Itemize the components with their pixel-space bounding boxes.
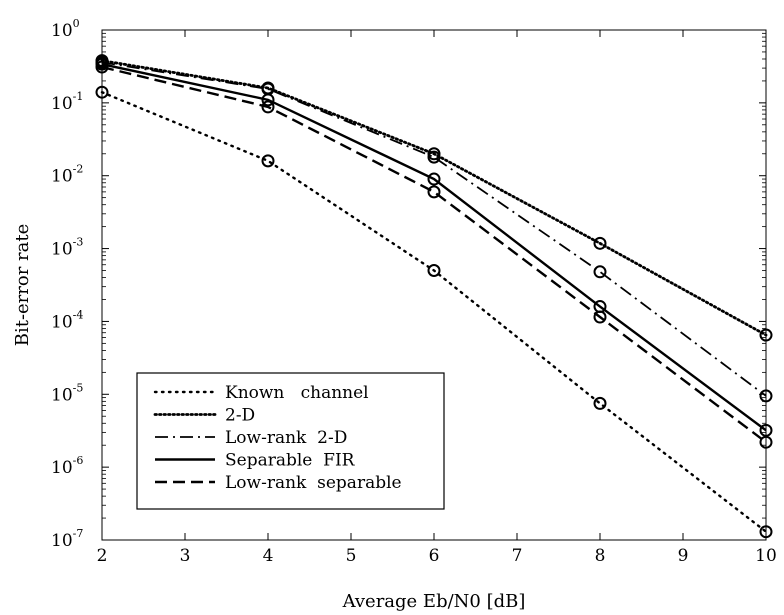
y-tick-label: 10-2 (51, 163, 83, 187)
series-line-1 (100, 59, 768, 337)
data-point-marker (759, 389, 773, 403)
legend-label-1: 2-D (225, 406, 255, 426)
x-axis-label: Average Eb/N0 [dB] (342, 591, 526, 612)
series-line-2 (101, 61, 767, 397)
legend-label-2: Low-rank 2-D (225, 428, 347, 448)
legend-label-3: Separable FIR (225, 451, 356, 471)
data-point-marker (759, 525, 773, 539)
data-point-marker (427, 185, 441, 199)
data-point-marker (759, 328, 773, 342)
series-line-4 (101, 65, 767, 444)
data-point-marker (95, 60, 109, 74)
x-tick-label: 2 (97, 546, 108, 566)
x-tick-label: 5 (346, 546, 357, 566)
x-tick-label: 7 (512, 546, 523, 566)
y-tick-label: 10-4 (51, 308, 83, 332)
data-point-marker (593, 310, 607, 324)
data-point-marker (261, 100, 275, 114)
data-point-marker (95, 85, 109, 99)
series-line-0 (100, 91, 768, 533)
x-tick-label: 8 (595, 546, 606, 566)
y-axis-label: Bit-error rate (12, 224, 33, 347)
x-tick-label: 9 (678, 546, 689, 566)
series-line-3 (101, 62, 767, 432)
y-tick-label: 10-3 (51, 236, 83, 260)
data-point-marker (593, 265, 607, 279)
x-tick-label: 4 (263, 546, 274, 566)
y-tick-label: 100 (51, 17, 80, 41)
data-point-marker (261, 154, 275, 168)
data-point-marker (427, 172, 441, 186)
y-tick-label: 10-7 (51, 527, 83, 551)
data-point-marker (593, 236, 607, 250)
data-point-marker (593, 396, 607, 410)
series-layer (100, 59, 768, 533)
marker-layer (95, 54, 773, 539)
data-point-marker (427, 150, 441, 164)
x-tick-label: 10 (755, 546, 777, 566)
y-tick-label: 10-1 (51, 90, 83, 114)
y-tick-label: 10-6 (51, 454, 83, 478)
data-point-marker (427, 264, 441, 278)
data-point-marker (759, 435, 773, 449)
x-tick-label: 6 (429, 546, 440, 566)
legend-box (136, 372, 445, 510)
legend-label-4: Low-rank separable (225, 473, 402, 493)
axis-ticks (101, 29, 767, 541)
y-tick-label: 10-5 (51, 381, 83, 405)
x-tick-label: 3 (180, 546, 191, 566)
data-point-marker (261, 93, 275, 107)
legend-label-0: Known channel (225, 383, 369, 403)
tick-labels: 2 3 4 5 6 7 8 9 10 100 10-1 10-2 10-3 10-4 10-5 10-6 10-… (51, 17, 777, 566)
